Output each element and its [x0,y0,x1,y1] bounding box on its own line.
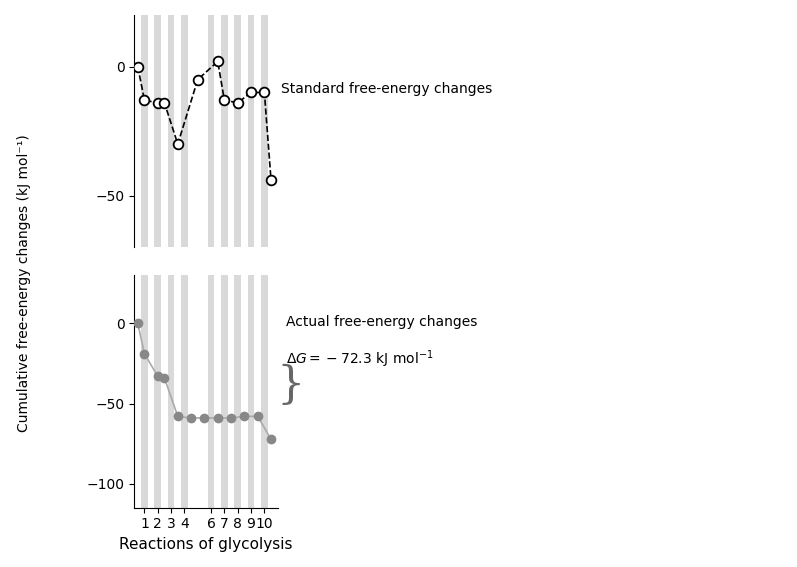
Bar [248,276,254,507]
Bar [234,15,241,247]
Bar [208,15,214,247]
Bar [141,276,147,507]
Text: Cumulative free-energy changes (kJ mol⁻¹): Cumulative free-energy changes (kJ mol⁻¹… [17,134,31,433]
Bar [167,15,175,247]
Text: }: } [276,364,304,407]
Bar [221,276,228,507]
Bar [234,276,241,507]
Bar [167,276,175,507]
Bar [221,15,228,247]
Text: $\Delta G = -72.3\ \mathrm{kJ\ mol^{-1}}$: $\Delta G = -72.3\ \mathrm{kJ\ mol^{-1}}… [285,348,434,370]
Bar [155,15,161,247]
Text: Actual free-energy changes: Actual free-energy changes [285,315,477,329]
Bar [141,15,147,247]
Bar [181,276,188,507]
Bar [208,276,214,507]
Bar [261,15,268,247]
Bar [248,15,254,247]
Bar [181,15,188,247]
Bar [155,276,161,507]
Text: Standard free-energy changes: Standard free-energy changes [281,82,492,96]
Bar [261,276,268,507]
X-axis label: Reactions of glycolysis: Reactions of glycolysis [120,537,292,552]
